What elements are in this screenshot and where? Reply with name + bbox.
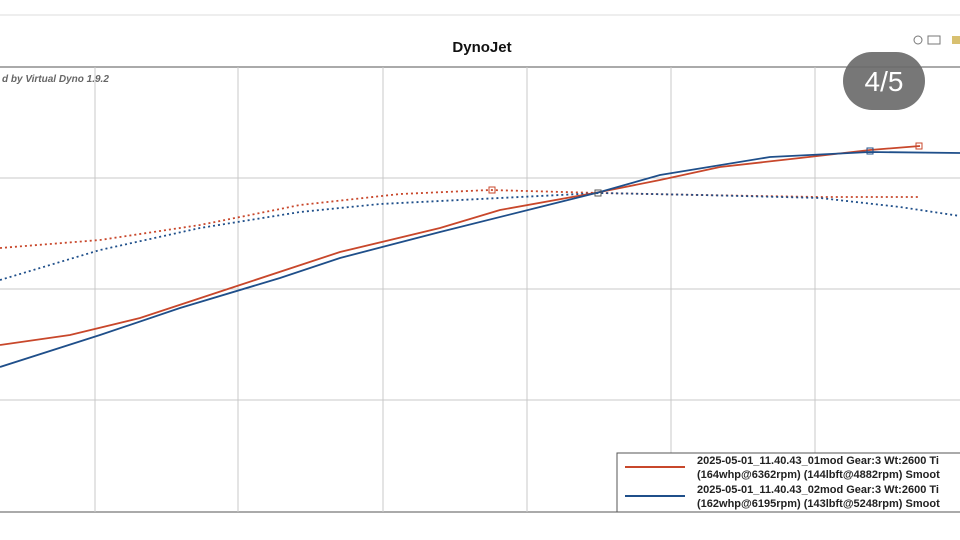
- chart-title: DynoJet: [452, 39, 511, 56]
- badge-background: [843, 52, 925, 110]
- curves: [0, 142, 960, 368]
- torque-curve-run1: [0, 189, 920, 249]
- legend-text: 2025-05-01_11.40.43_02mod Gear:3 Wt:2600…: [697, 484, 939, 496]
- save-icon[interactable]: [952, 36, 960, 44]
- peak-marker: [594, 189, 602, 197]
- tool-icon[interactable]: [927, 35, 941, 45]
- torque-curve-run2: [0, 192, 960, 281]
- legend-text: 2025-05-01_11.40.43_01mod Gear:3 Wt:2600…: [697, 455, 939, 467]
- legend-text: (164whp@6362rpm) (144lbft@4882rpm) Smoot: [697, 469, 940, 481]
- page-badge: 4/5: [843, 52, 925, 110]
- legend-box: [616, 452, 960, 513]
- zoom-icon[interactable]: [913, 35, 923, 45]
- legend: 2025-05-01_11.40.43_01mod Gear:3 Wt:2600…: [616, 452, 960, 513]
- peak-marker: [915, 142, 923, 150]
- peak-marker: [488, 186, 496, 194]
- legend-text: (162whp@6195rpm) (143lbft@5248rpm) Smoot: [697, 498, 940, 510]
- grid: [0, 67, 960, 512]
- peak-marker: [866, 147, 874, 155]
- power-curve-run1: [0, 145, 921, 346]
- plot-frame: [0, 66, 960, 513]
- power-curve-run2: [0, 151, 960, 368]
- watermark: d by Virtual Dyno 1.9.2: [2, 74, 109, 85]
- badge-text: 4/5: [865, 66, 904, 97]
- toolbar-icons[interactable]: [913, 35, 960, 45]
